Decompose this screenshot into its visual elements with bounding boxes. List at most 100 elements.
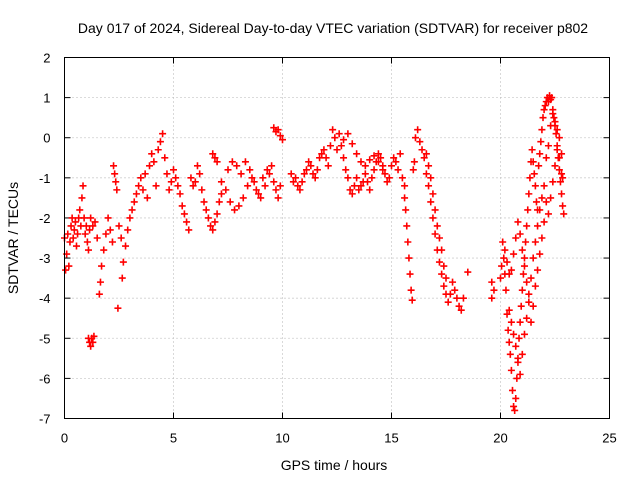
data-point bbox=[520, 330, 528, 338]
data-point bbox=[226, 198, 234, 206]
data-point bbox=[265, 170, 273, 178]
data-point bbox=[137, 174, 145, 182]
data-point bbox=[322, 154, 330, 162]
data-point bbox=[431, 206, 439, 214]
data-point bbox=[505, 338, 513, 346]
data-point bbox=[191, 178, 199, 186]
data-point bbox=[102, 230, 110, 238]
y-tick-label: -5 bbox=[39, 331, 51, 346]
data-point bbox=[559, 174, 567, 182]
data-point bbox=[198, 186, 206, 194]
data-point bbox=[455, 302, 463, 310]
data-point bbox=[104, 214, 112, 222]
chart-title: Day 017 of 2024, Sidereal Day-to-day VTE… bbox=[78, 20, 588, 36]
data-point bbox=[89, 338, 97, 346]
data-point bbox=[503, 258, 511, 266]
data-point bbox=[82, 222, 90, 230]
y-tick-label: -7 bbox=[39, 412, 51, 427]
data-point bbox=[558, 150, 566, 158]
data-point bbox=[83, 238, 91, 246]
data-point bbox=[536, 206, 544, 214]
data-point bbox=[346, 186, 354, 194]
data-point bbox=[329, 126, 337, 134]
data-point bbox=[268, 162, 276, 170]
data-point bbox=[549, 178, 557, 186]
data-point bbox=[512, 394, 520, 402]
data-point bbox=[540, 182, 548, 190]
data-point bbox=[211, 154, 219, 162]
data-point bbox=[500, 254, 508, 262]
data-point bbox=[331, 134, 339, 142]
data-point bbox=[422, 150, 430, 158]
data-point bbox=[457, 306, 465, 314]
data-point bbox=[361, 170, 369, 178]
data-point bbox=[505, 270, 513, 278]
data-point bbox=[178, 202, 186, 210]
data-point bbox=[296, 186, 304, 194]
data-point bbox=[512, 234, 520, 242]
data-point bbox=[152, 182, 160, 190]
data-point bbox=[532, 198, 540, 206]
data-point bbox=[523, 222, 531, 230]
data-point bbox=[427, 174, 435, 182]
data-point bbox=[555, 154, 563, 162]
data-point bbox=[187, 174, 195, 182]
data-point bbox=[459, 294, 467, 302]
data-point bbox=[211, 218, 219, 226]
data-point bbox=[438, 246, 446, 254]
data-point bbox=[536, 150, 544, 158]
data-point bbox=[510, 250, 518, 258]
y-axis-label: SDTVAR / TECUs bbox=[5, 182, 21, 294]
data-point bbox=[235, 202, 243, 210]
data-point bbox=[516, 230, 524, 238]
data-point bbox=[542, 154, 550, 162]
data-point bbox=[122, 242, 130, 250]
data-point bbox=[353, 174, 361, 182]
data-point bbox=[124, 226, 132, 234]
data-point bbox=[524, 206, 532, 214]
data-point bbox=[76, 206, 84, 214]
data-point bbox=[523, 314, 531, 322]
data-point bbox=[414, 126, 422, 134]
data-point bbox=[307, 162, 315, 170]
data-point bbox=[128, 206, 136, 214]
data-point bbox=[394, 166, 402, 174]
data-point bbox=[490, 286, 498, 294]
data-point bbox=[257, 194, 265, 202]
data-point bbox=[442, 274, 450, 282]
x-axis-label: GPS time / hours bbox=[281, 457, 388, 473]
data-point bbox=[86, 226, 94, 234]
data-point bbox=[239, 194, 247, 202]
data-point bbox=[508, 386, 516, 394]
data-point bbox=[237, 170, 245, 178]
data-point bbox=[525, 190, 533, 198]
data-point bbox=[427, 198, 435, 206]
data-points bbox=[61, 92, 568, 414]
data-point bbox=[425, 162, 433, 170]
data-point bbox=[114, 304, 122, 312]
data-point bbox=[111, 170, 119, 178]
data-point bbox=[542, 198, 550, 206]
data-point bbox=[108, 238, 116, 246]
data-point bbox=[403, 222, 411, 230]
data-point bbox=[550, 114, 558, 122]
data-point bbox=[401, 194, 409, 202]
data-point bbox=[196, 170, 204, 178]
data-point bbox=[549, 110, 557, 118]
data-point bbox=[180, 210, 188, 218]
data-point bbox=[541, 102, 549, 110]
data-point bbox=[506, 350, 514, 358]
data-point bbox=[213, 210, 221, 218]
data-point bbox=[65, 262, 73, 270]
data-point bbox=[340, 136, 348, 144]
data-point bbox=[388, 162, 395, 170]
data-point bbox=[429, 190, 437, 198]
data-point bbox=[560, 210, 568, 218]
data-point bbox=[517, 302, 525, 310]
data-point bbox=[135, 182, 143, 190]
data-point bbox=[444, 298, 452, 306]
data-point bbox=[507, 366, 515, 374]
data-point bbox=[90, 332, 98, 340]
